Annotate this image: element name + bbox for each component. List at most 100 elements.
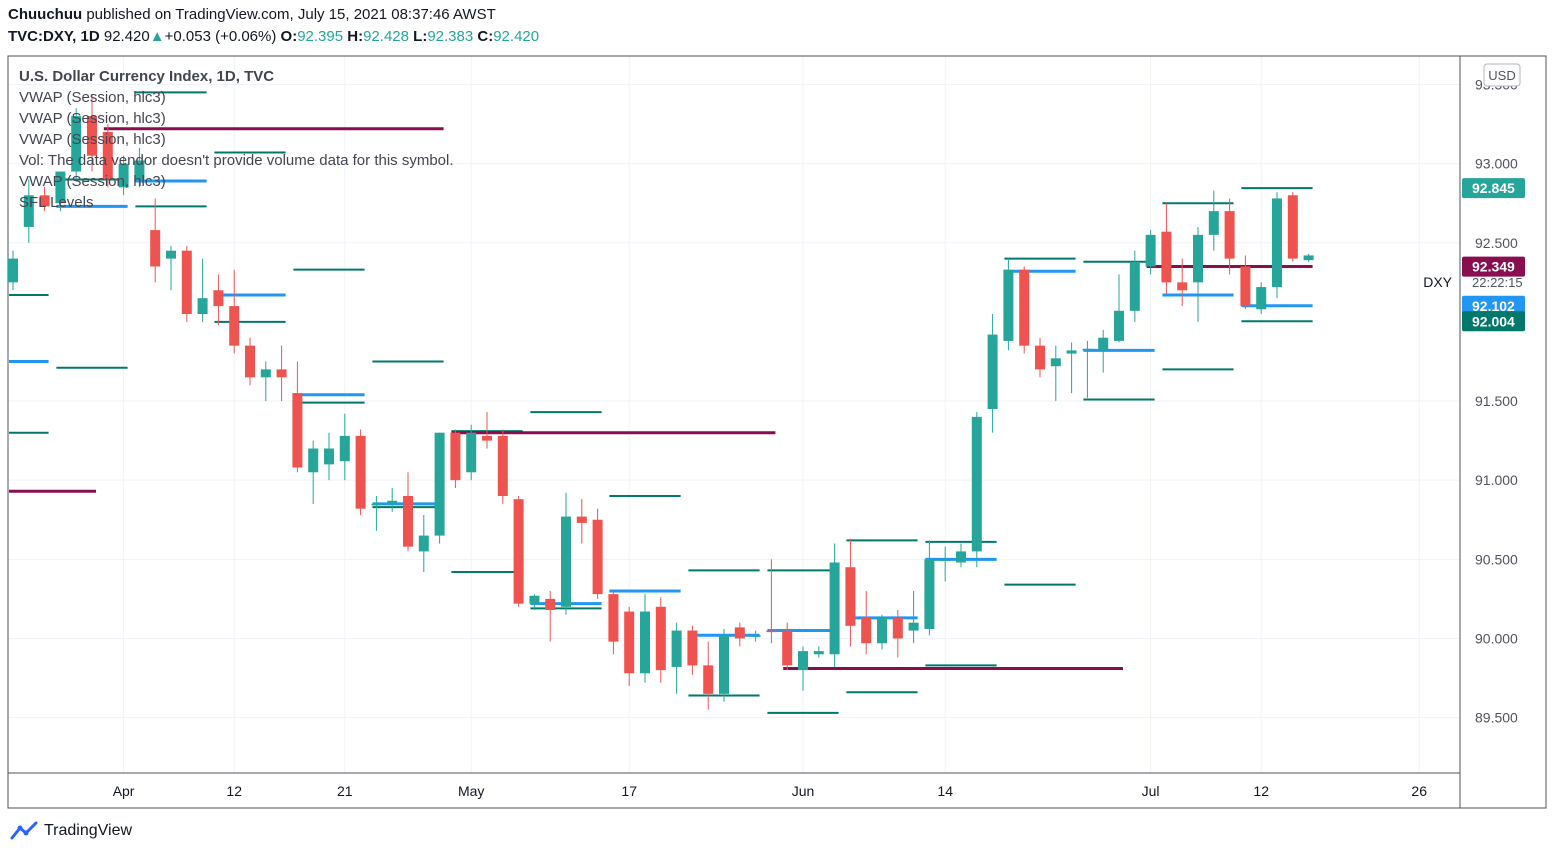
candle [39, 187, 50, 212]
candle [181, 245, 192, 322]
candle-body [292, 393, 303, 468]
candle-body [703, 665, 714, 694]
candle [782, 622, 793, 671]
candle-body [197, 298, 208, 314]
candle [355, 429, 366, 516]
candle-body [1287, 195, 1298, 259]
x-tick-label: Jul [1142, 783, 1160, 799]
candle-body [766, 630, 777, 633]
low-label: L: [413, 28, 428, 45]
candle [561, 492, 571, 615]
candle-body [229, 306, 240, 346]
candle [497, 429, 508, 504]
candle-body [324, 448, 334, 465]
candle-body [608, 594, 619, 642]
candle-body [1161, 231, 1172, 283]
candle-body [845, 567, 856, 626]
candle [956, 543, 966, 568]
candle-body [1066, 350, 1077, 354]
currency-button[interactable]: USD [1483, 63, 1521, 87]
candle [624, 606, 635, 686]
sfl-levels [9, 91, 1313, 714]
candle [940, 546, 951, 582]
candle-body [592, 519, 603, 595]
candle-body [640, 611, 650, 674]
candle-body [1129, 261, 1140, 311]
candle [671, 622, 682, 694]
candle-body [1208, 211, 1219, 235]
close-label: C: [477, 28, 494, 45]
candle-body [55, 171, 66, 204]
x-tick-label: 12 [226, 783, 242, 799]
tradingview-footer[interactable]: TradingView [10, 820, 132, 842]
candle-body [513, 499, 524, 604]
candle [750, 630, 761, 642]
candle [1287, 192, 1298, 262]
candle-body [87, 116, 97, 156]
candle-body [1050, 358, 1061, 367]
price-axis: 93.50093.00092.50091.50091.00090.50090.0… [1475, 76, 1518, 725]
candle-body [434, 432, 445, 536]
candle [466, 424, 477, 481]
candle [529, 594, 540, 610]
candle [150, 198, 161, 283]
candle [1193, 226, 1203, 322]
x-tick-label: Apr [113, 783, 135, 799]
y-tick-label: 90.500 [1475, 551, 1518, 567]
candle [829, 543, 840, 667]
candle [766, 559, 777, 644]
candle [1177, 258, 1188, 307]
candle-body [719, 635, 729, 694]
y-tick-label: 89.500 [1475, 710, 1518, 726]
candle [592, 508, 603, 599]
candle-body [829, 562, 840, 655]
candle [987, 313, 998, 433]
x-tick-label: 26 [1411, 783, 1427, 799]
candle [734, 622, 745, 647]
candle [655, 597, 666, 683]
candle [576, 499, 587, 544]
candle-body [355, 435, 366, 509]
candle [434, 432, 445, 544]
candle-body [71, 116, 82, 172]
time-axis: Apr 12 21 May 17 Jun 14 Jul 12 26 [113, 783, 1427, 799]
candle [971, 412, 982, 568]
candle-body [403, 496, 413, 547]
x-tick-label: 17 [621, 783, 637, 799]
candle-body [482, 435, 492, 441]
author-name[interactable]: Chuuchuu [8, 6, 83, 23]
candle [545, 590, 556, 642]
symbol-summary: TVC:DXY, 1D 92.420▲+0.053 (+0.06%) O:92.… [8, 28, 539, 45]
candle-body [561, 516, 571, 607]
candle-body [102, 131, 113, 180]
candle-body [624, 611, 635, 674]
candle [55, 171, 66, 212]
candle [1161, 203, 1172, 294]
y-tick-label: 92.500 [1475, 235, 1518, 251]
price-label-bg [1462, 311, 1525, 332]
candle-body [798, 651, 808, 671]
open-value: 92.395 [297, 28, 344, 45]
x-tick-label: May [458, 783, 484, 799]
brand-name: TradingView [44, 822, 133, 839]
candle-body [1098, 337, 1109, 351]
candle [1019, 266, 1030, 354]
candle-body [1082, 348, 1093, 351]
candle [403, 472, 413, 552]
candle [197, 258, 208, 322]
price-label: 92.349 [1462, 256, 1525, 277]
high-label: H: [347, 28, 364, 45]
x-tick-label: 14 [937, 783, 953, 799]
candle-body [1303, 255, 1314, 261]
publish-info: Chuuchuu published on TradingView.com, J… [8, 6, 496, 23]
candle-body [418, 535, 429, 552]
candle [798, 646, 808, 691]
price-label: 92.004 [1462, 311, 1525, 332]
candle-body [1193, 234, 1203, 283]
low-value: 92.383 [427, 28, 474, 45]
candle [71, 108, 82, 180]
x-tick-label: 21 [337, 783, 353, 799]
candle [308, 440, 319, 504]
price-label-bg [1462, 295, 1525, 316]
